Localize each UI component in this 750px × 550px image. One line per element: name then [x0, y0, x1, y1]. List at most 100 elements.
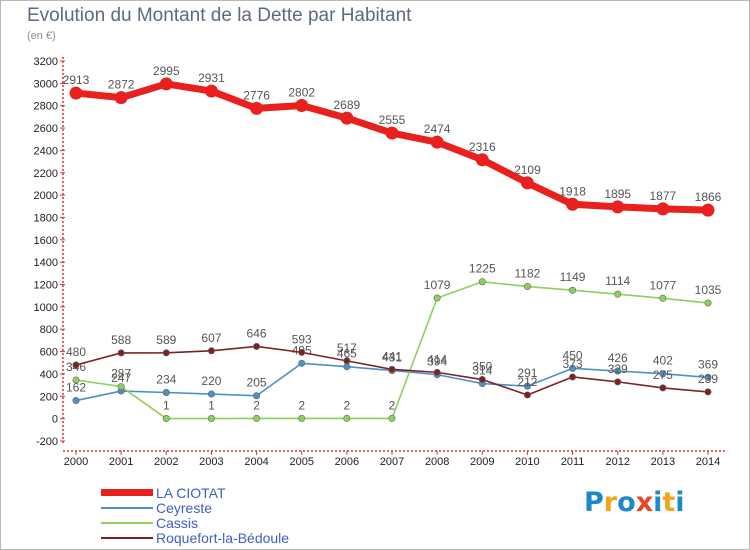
data-label-la-ciotat: 2109 [514, 163, 541, 177]
data-label-ceyreste: 426 [608, 351, 628, 365]
y-tick-label: 800 [40, 324, 58, 336]
x-tick-label: 2008 [425, 456, 449, 468]
x-tick-label: 2005 [289, 456, 313, 468]
data-label-cassis: 1079 [424, 278, 451, 292]
data-point-roquefort-la-bedoule [298, 348, 306, 356]
y-tick-label: 2000 [34, 190, 58, 202]
data-point-la-ciotat [656, 202, 670, 216]
data-label-la-ciotat: 1918 [559, 184, 586, 198]
legend-label: LA CIOTAT [156, 485, 226, 501]
data-label-la-ciotat: 2995 [153, 64, 180, 78]
data-label-cassis: 1149 [560, 270, 586, 284]
data-point-roquefort-la-bedoule [253, 342, 261, 350]
data-point-cassis [117, 383, 125, 391]
data-label-roquefort-la-bedoule: 589 [156, 333, 176, 347]
data-label-cassis: 1 [208, 399, 215, 413]
x-tick-label: 2014 [696, 456, 720, 468]
data-label-ceyreste: 394 [427, 355, 447, 369]
data-point-ceyreste [343, 363, 351, 371]
data-label-roquefort-la-bedoule: 517 [337, 341, 357, 355]
data-label-cassis: 1114 [605, 274, 630, 288]
data-label-ceyreste: 314 [472, 364, 492, 378]
data-point-ceyreste [298, 359, 306, 367]
data-label-roquefort-la-bedoule: 212 [517, 375, 537, 389]
data-point-cassis [298, 414, 306, 422]
data-point-la-ciotat [566, 197, 580, 211]
data-label-la-ciotat: 2776 [243, 88, 270, 102]
x-tick-label: 2009 [470, 456, 494, 468]
data-point-la-ciotat [204, 84, 218, 98]
legend-label: Roquefort-la-Bédoule [156, 530, 290, 546]
legend-swatch [101, 522, 153, 524]
x-tick-label: 2010 [515, 456, 539, 468]
chart-title: Evolution du Montant de la Dette par Hab… [27, 5, 412, 26]
data-point-roquefort-la-bedoule [162, 349, 170, 357]
x-tick-label: 2004 [244, 456, 268, 468]
data-point-la-ciotat [295, 98, 309, 112]
y-tick-label: 1800 [34, 212, 58, 224]
data-point-la-ciotat [114, 91, 128, 105]
data-point-roquefort-la-bedoule [704, 388, 712, 396]
x-tick-label: 2006 [335, 456, 359, 468]
data-point-cassis [659, 294, 667, 302]
data-label-cassis: 2 [389, 398, 396, 412]
y-tick-label: 3000 [34, 78, 58, 90]
data-label-roquefort-la-bedoule: 441 [382, 349, 402, 363]
data-point-ceyreste [523, 382, 531, 390]
data-label-la-ciotat: 2316 [469, 140, 496, 154]
data-label-cassis: 1035 [695, 283, 722, 297]
data-label-roquefort-la-bedoule: 414 [427, 352, 447, 366]
data-point-roquefort-la-bedoule [388, 365, 396, 373]
data-point-la-ciotat [250, 101, 264, 115]
data-point-ceyreste [704, 373, 712, 381]
data-label-la-ciotat: 2913 [63, 73, 90, 87]
y-tick-label: 1200 [34, 280, 58, 292]
data-label-cassis: 1225 [469, 262, 496, 276]
legend-swatch [101, 507, 153, 509]
data-point-ceyreste [162, 388, 170, 396]
data-label-la-ciotat: 2555 [379, 113, 406, 127]
data-point-roquefort-la-bedoule [614, 378, 622, 386]
data-label-cassis: 2 [344, 398, 351, 412]
data-point-cassis [388, 414, 396, 422]
data-label-la-ciotat: 2802 [288, 85, 315, 99]
data-point-cassis [72, 376, 80, 384]
data-point-la-ciotat [385, 126, 399, 140]
data-label-la-ciotat: 1866 [695, 190, 722, 204]
data-label-cassis: 2 [253, 398, 260, 412]
y-tick-label: 2600 [34, 123, 58, 135]
data-label-roquefort-la-bedoule: 329 [608, 362, 628, 376]
data-label-roquefort-la-bedoule: 607 [201, 331, 221, 345]
logo-letter: i [653, 487, 663, 518]
x-tick-label: 2012 [605, 456, 629, 468]
data-label-cassis: 1 [163, 399, 170, 413]
data-point-ceyreste [207, 390, 215, 398]
data-point-cassis [569, 286, 577, 294]
data-label-ceyreste: 234 [156, 372, 176, 386]
y-tick-label: 1400 [34, 257, 58, 269]
data-point-roquefort-la-bedoule [117, 349, 125, 357]
data-label-ceyreste: 369 [698, 357, 718, 371]
data-label-la-ciotat: 2474 [424, 122, 451, 136]
data-label-ceyreste: 291 [517, 366, 537, 380]
x-tick-label: 2002 [154, 456, 178, 468]
data-label-cassis: 287 [111, 367, 131, 381]
data-point-roquefort-la-bedoule [569, 373, 577, 381]
data-label-ceyreste: 431 [382, 350, 402, 364]
data-label-roquefort-la-bedoule: 646 [247, 326, 267, 340]
data-point-cassis [207, 415, 215, 423]
data-point-la-ciotat [69, 86, 83, 100]
data-point-la-ciotat [611, 200, 625, 214]
data-label-ceyreste: 450 [563, 348, 583, 362]
data-point-roquefort-la-bedoule [659, 384, 667, 392]
logo-letter: i [675, 487, 685, 518]
y-tick-label: 0 [52, 414, 58, 426]
chart-subtitle: (en €) [27, 30, 56, 42]
data-point-cassis [478, 278, 486, 286]
logo-letter: x [635, 487, 654, 518]
data-point-la-ciotat [340, 111, 354, 125]
data-label-ceyreste: 402 [653, 354, 673, 368]
y-tick-label: 2800 [34, 101, 58, 113]
data-point-ceyreste [72, 397, 80, 405]
proxiti-logo: Proxiti [584, 487, 685, 518]
